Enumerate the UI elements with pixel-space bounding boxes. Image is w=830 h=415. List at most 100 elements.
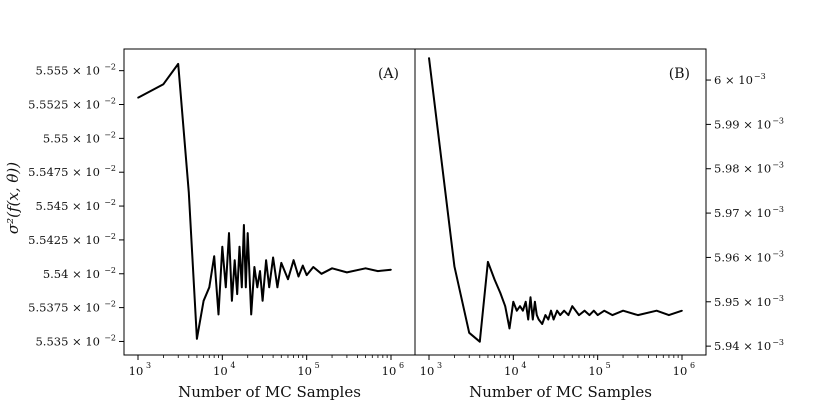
x-tick-exponent-a: 4: [230, 361, 235, 370]
x-tick-label-b: 10: [504, 364, 519, 378]
data-point-a: [177, 63, 179, 65]
y-tick-label-a: 5.555 × 10: [35, 64, 100, 78]
data-point-a: [346, 271, 348, 274]
y-tick-exponent-a: −2: [104, 266, 116, 275]
data-point-b: [583, 309, 586, 312]
data-point-a: [188, 191, 190, 194]
data-point-a: [196, 338, 198, 340]
y-tick-label-b: 5.96 × 10: [714, 250, 771, 264]
data-point-b: [532, 318, 534, 321]
x-axis-label-a: Number of MC Samples: [178, 383, 361, 401]
y-tick-label-b: 5.99 × 10: [714, 117, 771, 131]
series-line-a: [137, 62, 392, 340]
data-point-a: [231, 300, 233, 302]
x-tick-label-b: 10: [588, 364, 603, 378]
data-point-b: [655, 309, 658, 312]
y-tick-label-a: 5.535 × 10: [35, 334, 100, 348]
panel-label-b: (B): [669, 66, 690, 82]
x-tick-exponent-b: 4: [521, 361, 526, 370]
y-tick-exponent-b: −3: [772, 161, 784, 170]
data-point-b: [508, 327, 511, 330]
data-point-a: [265, 259, 267, 262]
y-tick-label-a: 5.545 × 10: [35, 199, 100, 213]
data-point-b: [428, 57, 430, 59]
x-tick-exponent-a: 5: [315, 361, 320, 370]
data-point-a: [261, 300, 264, 302]
y-tick-label-b: 5.97 × 10: [714, 206, 771, 220]
data-point-a: [225, 286, 227, 289]
y-tick-exponent-b: −3: [754, 72, 766, 81]
data-point-a: [233, 259, 236, 262]
y-axis-label: σ²(f(x, θ)): [4, 162, 22, 234]
y-tick-exponent-a: −2: [104, 97, 116, 106]
data-point-a: [390, 268, 392, 271]
data-point-b: [550, 309, 552, 312]
x-tick-label-a: 10: [129, 364, 144, 378]
data-point-b: [637, 314, 639, 316]
data-point-b: [453, 265, 456, 268]
data-point-a: [208, 286, 211, 289]
data-point-b: [519, 305, 521, 308]
data-point-b: [571, 305, 574, 308]
y-tick-label-b: 6 × 10: [714, 73, 753, 87]
data-point-a: [312, 266, 315, 268]
data-point-b: [593, 309, 595, 312]
data-point-b: [504, 305, 507, 308]
y-tick-exponent-a: −2: [104, 232, 116, 241]
data-point-a: [377, 270, 379, 272]
y-tick-label-a: 5.54 × 10: [43, 267, 100, 281]
data-point-a: [137, 96, 139, 99]
x-tick-label-a: 10: [297, 364, 312, 378]
y-tick-exponent-b: −3: [772, 294, 784, 303]
data-point-a: [268, 286, 271, 289]
data-point-b: [567, 314, 570, 316]
data-point-b: [516, 309, 518, 312]
y-tick-label-a: 5.5475 × 10: [28, 165, 100, 179]
data-point-b: [512, 301, 515, 303]
data-point-a: [305, 274, 308, 276]
panel-label-a: (A): [378, 66, 399, 82]
y-tick-exponent-b: −3: [772, 338, 784, 347]
data-point-a: [287, 278, 289, 281]
y-tick-label-a: 5.5425 × 10: [28, 233, 100, 247]
data-point-b: [622, 309, 624, 312]
data-point-a: [162, 83, 165, 85]
x-tick-exponent-b: 6: [690, 361, 695, 370]
series-line-b: [428, 57, 683, 343]
data-point-b: [468, 332, 471, 334]
data-point-a: [256, 286, 259, 289]
data-point-b: [529, 296, 532, 299]
data-point-a: [259, 270, 261, 272]
data-point-b: [522, 309, 524, 312]
y-tick-exponent-a: −2: [104, 198, 116, 207]
data-point-a: [238, 245, 241, 248]
data-point-a: [245, 286, 247, 289]
y-tick-exponent-a: −2: [104, 63, 116, 72]
data-point-b: [537, 318, 540, 321]
data-point-a: [364, 267, 367, 270]
data-point-a: [228, 232, 230, 234]
x-tick-exponent-b: 3: [437, 361, 442, 370]
data-point-a: [272, 256, 274, 259]
data-point-b: [596, 314, 599, 316]
data-point-a: [221, 245, 224, 248]
x-tick-label-a: 10: [382, 364, 397, 378]
data-point-a: [276, 286, 279, 289]
data-point-b: [668, 314, 670, 316]
data-point-a: [250, 313, 252, 316]
data-point-a: [246, 232, 249, 234]
plot-frame-a: [123, 48, 416, 356]
data-point-b: [556, 309, 558, 312]
data-point-b: [552, 318, 555, 321]
x-tick-exponent-a: 6: [399, 361, 404, 370]
data-point-b: [559, 314, 561, 316]
data-point-b: [534, 301, 536, 303]
x-axis-label-b: Number of MC Samples: [469, 383, 652, 401]
data-point-b: [563, 309, 565, 312]
data-point-a: [217, 313, 220, 316]
data-point-a: [292, 259, 295, 262]
data-point-a: [243, 224, 245, 226]
